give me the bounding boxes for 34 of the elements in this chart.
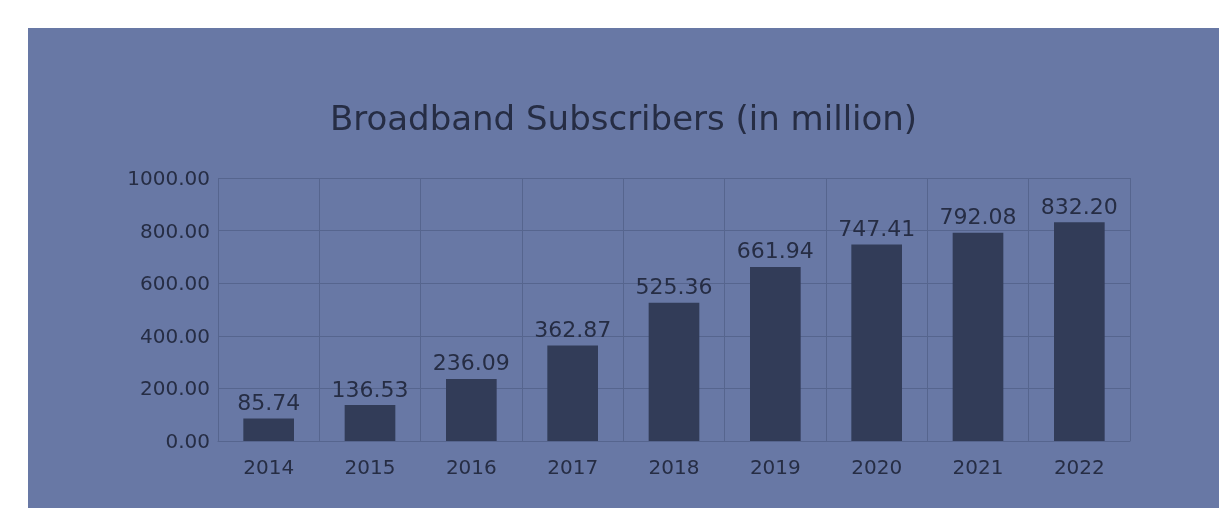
bar xyxy=(344,405,396,441)
x-tick-label: 2019 xyxy=(749,455,801,479)
chart-title: Broadband Subscribers (in million) xyxy=(329,98,918,138)
x-tick-label: 2016 xyxy=(445,455,497,479)
data-label: 832.20 xyxy=(1040,193,1118,219)
data-label: 525.36 xyxy=(635,274,713,300)
bar xyxy=(1054,222,1105,441)
data-label: 362.87 xyxy=(534,317,612,343)
data-label: 747.41 xyxy=(838,215,916,241)
x-tick-label: 2018 xyxy=(648,455,700,479)
x-tick-label: 2014 xyxy=(243,455,295,479)
data-label: 236.09 xyxy=(432,350,510,376)
bar xyxy=(851,244,902,441)
x-tick-label: 2022 xyxy=(1053,455,1105,479)
bar xyxy=(648,302,700,441)
x-tick-label: 2020 xyxy=(851,455,903,479)
y-tick-label: 800.00 xyxy=(140,218,210,243)
bar xyxy=(547,345,598,441)
bar xyxy=(446,378,497,441)
y-tick-label: 0.00 xyxy=(165,429,210,453)
x-tick-label: 2015 xyxy=(344,455,396,479)
y-tick-label: 400.00 xyxy=(140,323,210,348)
y-tick-label: 600.00 xyxy=(140,271,210,296)
x-tick-label: 2017 xyxy=(547,455,599,479)
bar xyxy=(243,418,294,441)
x-tick-label: 2021 xyxy=(952,455,1004,479)
y-tick-label: 1000.00 xyxy=(127,166,210,190)
data-label: 85.74 xyxy=(237,389,301,415)
data-label: 661.94 xyxy=(736,238,814,264)
bar xyxy=(750,266,801,441)
y-tick-label: 200.00 xyxy=(140,376,210,401)
bar xyxy=(952,232,1004,441)
data-label: 792.08 xyxy=(939,204,1017,230)
data-label: 136.53 xyxy=(331,376,409,402)
